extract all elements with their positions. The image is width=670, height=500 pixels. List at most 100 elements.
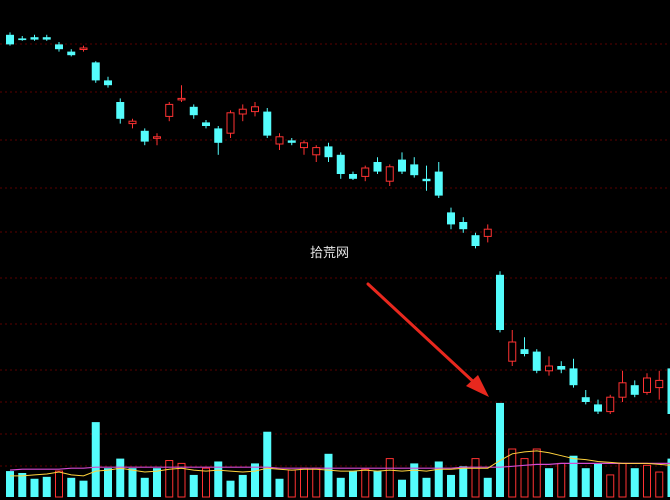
- candle-body: [557, 366, 566, 370]
- volume-bar-40: [483, 477, 492, 497]
- candle-body: [312, 147, 321, 156]
- candle-12: [140, 128, 149, 146]
- candle-body: [263, 111, 272, 136]
- candle-7: [79, 45, 88, 52]
- volume-bar-2: [18, 473, 27, 497]
- candle-23: [275, 133, 284, 150]
- candle-body: [630, 385, 639, 395]
- candle-26: [312, 145, 321, 162]
- candle-39: [471, 232, 480, 249]
- volume-bar-55: [667, 458, 670, 497]
- volume-bar-19: [226, 480, 235, 497]
- candle-25: [300, 140, 308, 155]
- volume-bar-38: [459, 466, 468, 497]
- volume-bar-29: [349, 471, 357, 497]
- candle-47: [569, 358, 578, 388]
- candle-35: [422, 165, 431, 191]
- candle-13: [153, 133, 161, 146]
- candle-body: [91, 62, 100, 81]
- candle-52: [630, 380, 639, 398]
- candle-27: [324, 142, 333, 162]
- candle-body: [324, 146, 333, 158]
- candle-43: [520, 337, 529, 357]
- candle-body: [226, 112, 235, 134]
- volume-bar-33: [398, 479, 406, 497]
- candle-31: [373, 157, 382, 174]
- candle-body: [165, 103, 174, 117]
- candle-body: [532, 351, 541, 371]
- candle-10: [116, 98, 125, 124]
- candle-46: [557, 361, 566, 374]
- volume-bar-18: [214, 461, 223, 497]
- volume-bar-46: [557, 462, 566, 498]
- volume-bar-42: [508, 448, 517, 498]
- volume-bar-37: [447, 474, 455, 497]
- candle-body: [55, 44, 63, 50]
- arrow-head: [466, 375, 489, 397]
- candle-body: [606, 396, 615, 413]
- candle-body: [42, 37, 51, 40]
- candle-29: [349, 171, 357, 180]
- candle-body: [104, 80, 112, 86]
- candle-15: [177, 85, 186, 102]
- candle-6: [67, 49, 76, 57]
- volume-bar-34: [410, 463, 419, 497]
- candle-body: [67, 51, 76, 56]
- candle-body: [643, 377, 651, 393]
- candle-body: [581, 397, 590, 402]
- candle-body: [398, 159, 406, 172]
- volume-bar-48: [581, 468, 590, 497]
- grid-lines: [0, 43, 670, 467]
- volume-bar-4: [42, 476, 51, 497]
- ma-long-line: [9, 462, 670, 471]
- candle-30: [361, 165, 370, 182]
- candle-body: [373, 162, 382, 172]
- volume-bar-10: [116, 458, 125, 497]
- candle-44: [532, 349, 541, 374]
- volume-bar-13: [153, 468, 161, 497]
- candle-body: [410, 164, 419, 176]
- candle-body: [214, 128, 223, 143]
- candle-body: [667, 368, 670, 414]
- candle-body: [128, 120, 137, 125]
- candle-38: [459, 217, 468, 233]
- volume-bar-12: [140, 477, 149, 497]
- candle-body: [569, 368, 578, 386]
- volume-bar-26: [312, 467, 321, 498]
- candle-body: [79, 47, 88, 50]
- volume-bar-50: [606, 474, 615, 498]
- volume-bar-44: [532, 448, 541, 498]
- candle-9: [104, 76, 112, 88]
- volume-bar-32: [385, 458, 394, 498]
- candle-36: [434, 162, 443, 198]
- volume-bar-5: [55, 470, 63, 498]
- candle-body: [336, 154, 345, 174]
- candle-24: [287, 138, 296, 146]
- volume-bar-39: [471, 458, 480, 498]
- volume-bar-47: [569, 455, 578, 497]
- candle-body: [459, 222, 468, 230]
- volume-bar-22: [263, 431, 272, 497]
- candle-21: [251, 102, 259, 117]
- candle-body: [153, 136, 161, 139]
- candle-48: [581, 390, 590, 405]
- candle-body: [251, 106, 259, 113]
- candle-body: [361, 167, 370, 177]
- watermark-text: 拾荒网: [310, 246, 349, 261]
- volume-bar-43: [520, 458, 529, 498]
- volume-bar-53: [643, 464, 651, 498]
- candle-4: [42, 34, 51, 41]
- candle-body: [140, 130, 149, 142]
- candle-body: [238, 108, 247, 115]
- candle-51: [618, 370, 627, 402]
- candle-body: [496, 274, 504, 330]
- candle-28: [336, 152, 345, 179]
- candle-50: [606, 394, 615, 414]
- candle-16: [189, 104, 198, 119]
- volume-bar-15: [177, 462, 186, 498]
- volume-bar-27: [324, 453, 333, 497]
- volume-bar-20: [238, 474, 247, 497]
- candle-body: [508, 341, 517, 362]
- volume-bar-49: [594, 463, 602, 497]
- candle-20: [238, 104, 247, 122]
